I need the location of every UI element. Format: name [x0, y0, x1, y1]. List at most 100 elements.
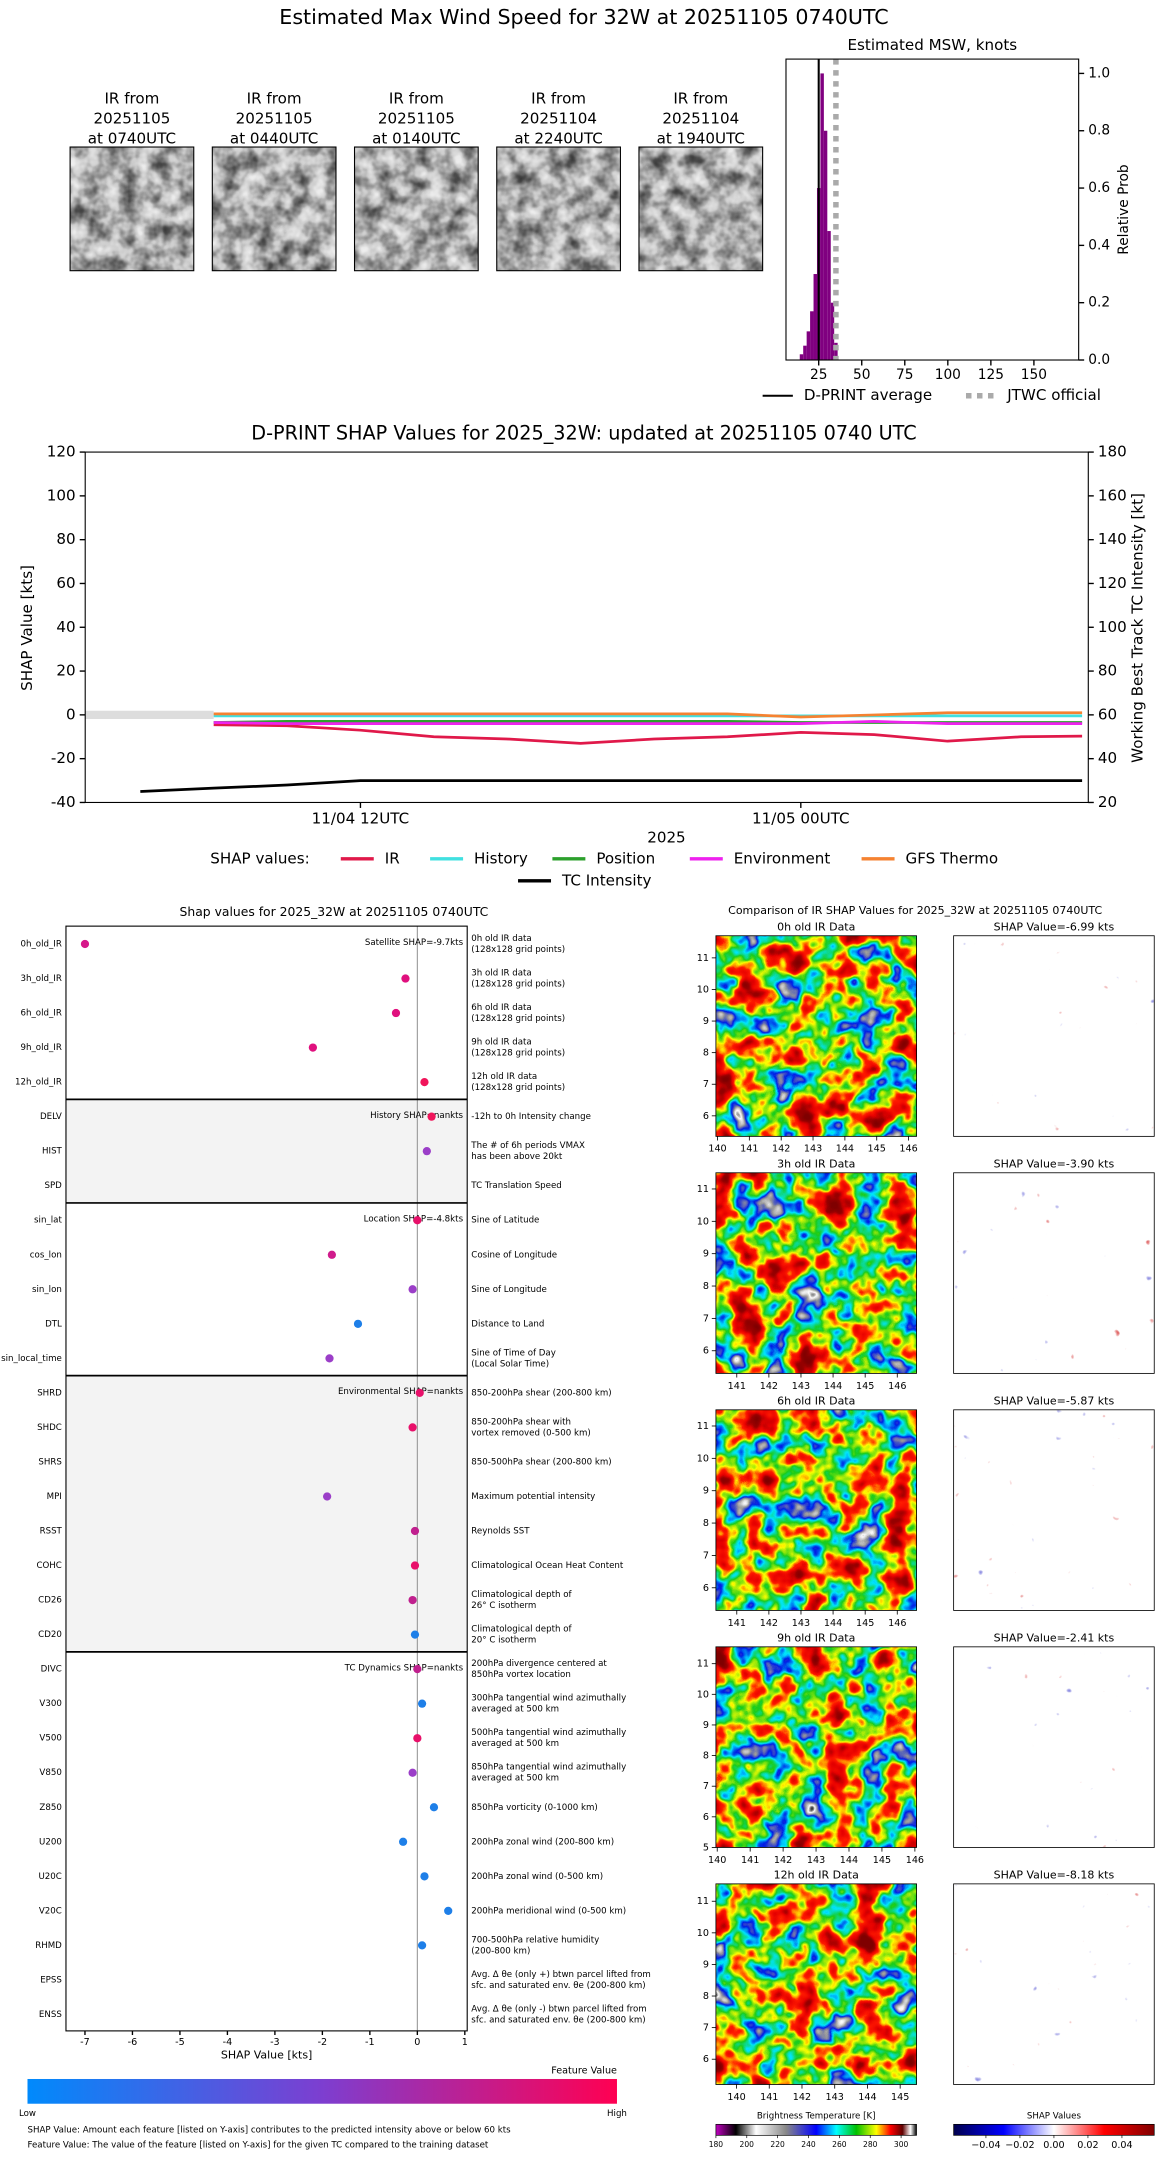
- y-tick-label: 9: [703, 1249, 709, 1260]
- feature-description: 9h old IR data: [471, 1038, 531, 1048]
- chart-title: D-PRINT SHAP Values for 2025_32W: update…: [251, 422, 916, 445]
- legend-label: TC Intensity: [561, 871, 652, 889]
- feature-label: V20C: [39, 1906, 62, 1916]
- feature-description: 0h old IR data: [471, 934, 531, 944]
- ir-thumbnail: [70, 147, 194, 271]
- feature-label: SHDC: [37, 1423, 62, 1433]
- feature-description: Avg. Δ θe (only +) btwn parcel lifted fr…: [471, 1970, 651, 1980]
- plot-frame: [65, 925, 468, 2032]
- colorbar-tick-label: 280: [863, 2140, 878, 2149]
- colorbar-title: SHAP Values: [1027, 2112, 1082, 2122]
- thumbnail-label: IR from: [673, 89, 728, 107]
- y-tick-label: 8: [703, 1518, 709, 1529]
- x-tick-label: 144: [824, 1381, 842, 1392]
- feature-description: 20° C isotherm: [471, 1636, 536, 1646]
- page-title: Estimated Max Wind Speed for 32W at 2025…: [279, 5, 888, 29]
- ir-frame: [715, 1883, 917, 2085]
- histogram-bar: [830, 302, 835, 361]
- feature-description: 850-500hPa shear (200-800 km): [471, 1457, 611, 1467]
- y-tick-label: 6: [703, 1583, 709, 1594]
- histogram-bar: [799, 354, 804, 361]
- thumbnail-label: IR from: [104, 89, 159, 107]
- shap-panel-title: SHAP Value=-6.99 kts: [994, 921, 1115, 934]
- x-tick-label: 142: [760, 1381, 778, 1392]
- x-axis-label: 2025: [647, 829, 685, 847]
- ir-thumbnail: [354, 147, 479, 271]
- y-tick-label: 10: [697, 984, 709, 995]
- thumbnail-label: at 2240UTC: [514, 129, 602, 147]
- y2-tick-label: 60: [1098, 705, 1117, 723]
- y-tick-label: -20: [51, 749, 76, 767]
- feature-label: DIVC: [41, 1665, 62, 1675]
- shap-dot: [408, 1768, 417, 1777]
- series-line: [213, 711, 1083, 719]
- x-tick-label: 141: [760, 2092, 778, 2103]
- x-tick-label: 143: [792, 1618, 810, 1629]
- shap-frame: [953, 1409, 1155, 1611]
- shap-image: [953, 1409, 1155, 1611]
- feature-description: 850hPa vorticity (0-1000 km): [471, 1803, 597, 1813]
- y-tick-label: 6: [703, 2054, 709, 2065]
- histogram-bar: [806, 331, 811, 361]
- feature-description: Distance to Land: [471, 1319, 544, 1329]
- y-tick-label: 0.8: [1088, 123, 1110, 139]
- feature-label: V500: [39, 1734, 61, 1744]
- feature-label: U200: [39, 1837, 62, 1847]
- x-tick-label: 145: [873, 1855, 891, 1866]
- feature-label: DTL: [45, 1319, 62, 1329]
- histogram-bar: [823, 130, 828, 361]
- feature-label: sin_lat: [34, 1216, 62, 1226]
- x-tick-label: 142: [772, 1144, 790, 1155]
- chart-title: Shap values for 2025_32W at 20251105 074…: [180, 905, 489, 919]
- ir-panel-title: 0h old IR Data: [777, 921, 855, 934]
- feature-label: COHC: [36, 1561, 61, 1571]
- legend-label: History: [474, 849, 528, 867]
- colorbar-high: High: [607, 2109, 627, 2119]
- feature-label: 9h_old_IR: [21, 1043, 62, 1053]
- shap-image: [953, 1646, 1155, 1848]
- feature-description: averaged at 500 km: [471, 1774, 559, 1784]
- y-tick-label: 6: [703, 1111, 709, 1122]
- ir-image: [715, 1409, 917, 1611]
- x-tick-label: -3: [270, 2037, 280, 2048]
- ir-panel-title: 12h old IR Data: [774, 1869, 859, 1882]
- feature-label: 12h_old_IR: [15, 1078, 62, 1088]
- x-tick-label: 142: [774, 1855, 792, 1866]
- feature-description: 12h old IR data: [471, 1072, 537, 1082]
- y-tick-label: 9: [703, 1959, 709, 1970]
- feature-description: Climatological depth of: [471, 1625, 572, 1635]
- y-axis-label: SHAP Value [kts]: [18, 565, 36, 691]
- feature-label: RSST: [40, 1527, 63, 1537]
- feature-description: (Local Solar Time): [471, 1359, 549, 1369]
- shap-dot: [410, 1561, 420, 1570]
- ir-frame: [715, 935, 917, 1137]
- feature-description: Climatological depth of: [471, 1590, 572, 1600]
- shap-dot: [410, 1526, 420, 1536]
- feature-description: 200hPa divergence centered at: [471, 1659, 607, 1669]
- x-tick-label: 100: [935, 367, 961, 383]
- x-tick-label: 11/04 12UTC: [312, 809, 410, 827]
- feature-description: (128x128 grid points): [471, 1049, 565, 1059]
- shap-dot: [417, 1699, 427, 1708]
- feature-label: EPSS: [40, 1975, 62, 1985]
- feature-description: Sine of Longitude: [471, 1285, 546, 1295]
- shap-dot: [420, 1077, 429, 1087]
- legend-title: SHAP values:: [210, 849, 309, 867]
- y2-tick-label: 180: [1098, 443, 1127, 461]
- x-tick-label: 146: [906, 1855, 924, 1866]
- feature-description: 3h old IR data: [471, 969, 531, 979]
- feature-label: 0h_old_IR: [21, 939, 62, 949]
- feature-label: V850: [39, 1768, 61, 1778]
- shap-frame: [953, 935, 1155, 1137]
- y-tick-label: 7: [703, 1781, 709, 1792]
- x-axis-label: SHAP Value [kts]: [221, 2049, 312, 2062]
- feature-description: 6h old IR data: [471, 1003, 531, 1013]
- shap-dot: [413, 1734, 422, 1743]
- shap-dot: [415, 1388, 424, 1398]
- group-label: Environmental SHAP=nankts: [338, 1387, 464, 1397]
- y-tick-label: 8: [703, 1991, 709, 2002]
- y2-tick-label: 160: [1098, 486, 1127, 504]
- y2-axis-label: Working Best Track TC Intensity [kt]: [1128, 493, 1146, 763]
- shap-dot: [422, 1147, 431, 1156]
